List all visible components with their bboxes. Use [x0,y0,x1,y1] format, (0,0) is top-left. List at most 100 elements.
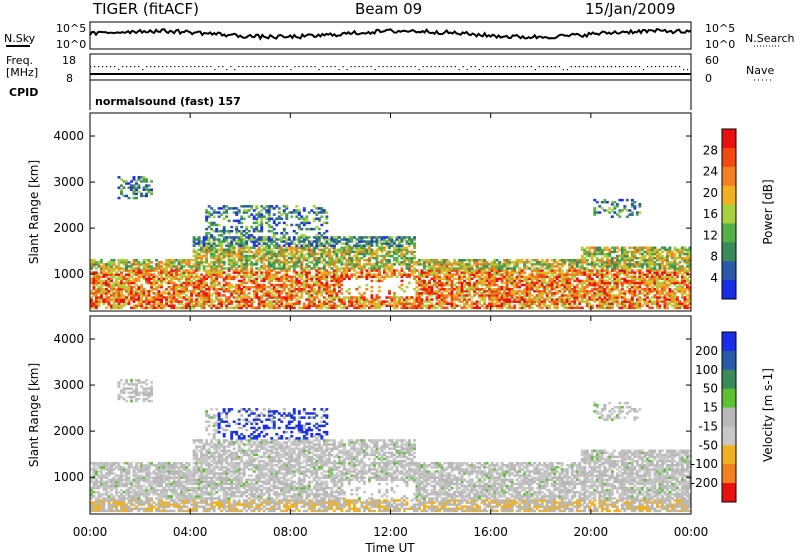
heatmap-cell [112,258,116,262]
heatmap-cell [160,294,164,297]
heatmap-cell [613,211,617,214]
heatmap-cell [322,300,326,303]
heatmap-cell [580,287,584,291]
heatmap-cell [490,283,494,287]
heatmap-cell [287,256,291,260]
heatmap-cell [485,261,489,264]
heatmap-cell [620,306,624,310]
heatmap-cell [325,236,329,239]
heatmap-cell [297,236,301,239]
heatmap-cell [295,263,299,266]
heatmap-cell [295,302,299,305]
heatmap-cell [335,296,339,299]
heatmap-cell [595,246,599,250]
heatmap-cell [265,275,269,279]
heatmap-cell [480,298,484,301]
heatmap-cell [600,306,604,310]
heatmap-cell [503,269,507,272]
heatmap-cell [420,273,424,276]
heatmap-cell [337,285,341,289]
heatmap-cell [282,285,286,289]
heatmap-cell [578,271,582,274]
heatmap-cell [335,273,339,276]
heatmap-cell [565,298,569,301]
heatmap-cell [310,275,314,279]
heatmap-cell [177,277,181,281]
heatmap-cell [380,238,384,241]
heatmap-cell [167,281,171,285]
heatmap-cell [377,246,381,250]
heatmap-cell [325,290,329,293]
heatmap-cell [235,229,239,233]
heatmap-cell [215,227,219,231]
heatmap-cell [142,263,146,266]
heatmap-cell [217,244,221,247]
heatmap-cell [443,267,446,270]
heatmap-cell [207,287,211,291]
heatmap-cell [480,294,484,297]
heatmap-cell [177,261,181,264]
heatmap-cell [310,294,314,297]
heatmap-cell [605,246,609,250]
heatmap-cell [152,267,156,270]
heatmap-cell [227,244,231,247]
heatmap-cell [192,263,196,266]
heatmap-cell [217,271,221,274]
heatmap-cell [423,292,426,295]
nave-point [182,66,184,68]
heatmap-cell [438,263,441,266]
heatmap-cell [260,287,264,291]
heatmap-cell [605,256,609,260]
nave-point [670,66,673,68]
heatmap-cell [610,290,614,293]
heatmap-cell [385,240,389,243]
heatmap-cell [430,271,434,274]
heatmap-cell [590,306,594,310]
heatmap-cell [593,265,597,268]
heatmap-cell [410,250,414,254]
heatmap-cell [195,252,199,256]
heatmap-cell [490,287,494,291]
heatmap-cell [322,285,326,289]
heatmap-cell [505,273,509,276]
heatmap-cell [115,277,118,281]
heatmap-cell [260,265,264,268]
heatmap-cell [112,298,116,301]
heatmap-cell [425,290,429,293]
heatmap-cell [322,258,326,262]
heatmap-cell [325,273,329,276]
heatmap-cell [127,277,131,281]
heatmap-cell [345,290,349,293]
heatmap-cell [230,207,234,210]
heatmap-cell [603,248,607,252]
heatmap-cell [623,290,627,293]
heatmap-cell [443,261,446,264]
nave-label: Nave [746,64,774,77]
heatmap-cell [585,302,589,305]
heatmap-cell [423,265,426,268]
heatmap-cell [410,252,414,256]
heatmap-cell [453,296,457,299]
heatmap-cell [355,298,359,301]
heatmap-cell [360,304,364,308]
heatmap-cell [155,279,159,283]
heatmap-cell [465,271,469,274]
heatmap-cell [460,306,464,310]
heatmap-cell [460,292,464,295]
heatmap-cell [342,248,346,252]
heatmap-cell [210,281,214,285]
heatmap-cell [347,244,351,247]
heatmap-cell [475,267,479,270]
heatmap-cell [297,238,301,241]
heatmap-cell [340,263,344,266]
heatmap-cell [327,302,331,305]
heatmap-cell [560,265,564,268]
heatmap-cell [448,283,451,287]
heatmap-cell [125,277,128,281]
heatmap-cell [222,294,226,297]
heatmap-cell [237,244,241,247]
heatmap-cell [260,256,264,260]
heatmap-cell [272,304,276,308]
heatmap-cell [335,304,339,308]
heatmap-cell [523,267,527,270]
